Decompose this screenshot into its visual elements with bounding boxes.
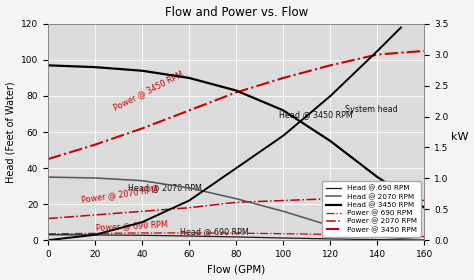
Y-axis label: kW: kW [451, 132, 468, 142]
Text: Power @ 2070 RPM: Power @ 2070 RPM [81, 185, 159, 204]
Text: Power @ 690 RPM: Power @ 690 RPM [95, 220, 168, 232]
Text: Head @ 2070 RPM: Head @ 2070 RPM [128, 183, 202, 192]
Text: Head @ 3450 RPM: Head @ 3450 RPM [279, 111, 352, 120]
Y-axis label: Head (Feet of Water): Head (Feet of Water) [6, 81, 16, 183]
Text: Head @ 690 RPM: Head @ 690 RPM [180, 227, 248, 236]
Text: System head: System head [345, 105, 397, 114]
Text: Power @ 3450 RPM: Power @ 3450 RPM [111, 69, 184, 112]
X-axis label: Flow (GPM): Flow (GPM) [207, 264, 265, 274]
Title: Flow and Power vs. Flow: Flow and Power vs. Flow [164, 6, 308, 18]
Legend: Head @ 690 RPM, Head @ 2070 RPM, Head @ 3450 RPM, Power @ 690 RPM, Power @ 2070 : Head @ 690 RPM, Head @ 2070 RPM, Head @ … [322, 181, 421, 237]
